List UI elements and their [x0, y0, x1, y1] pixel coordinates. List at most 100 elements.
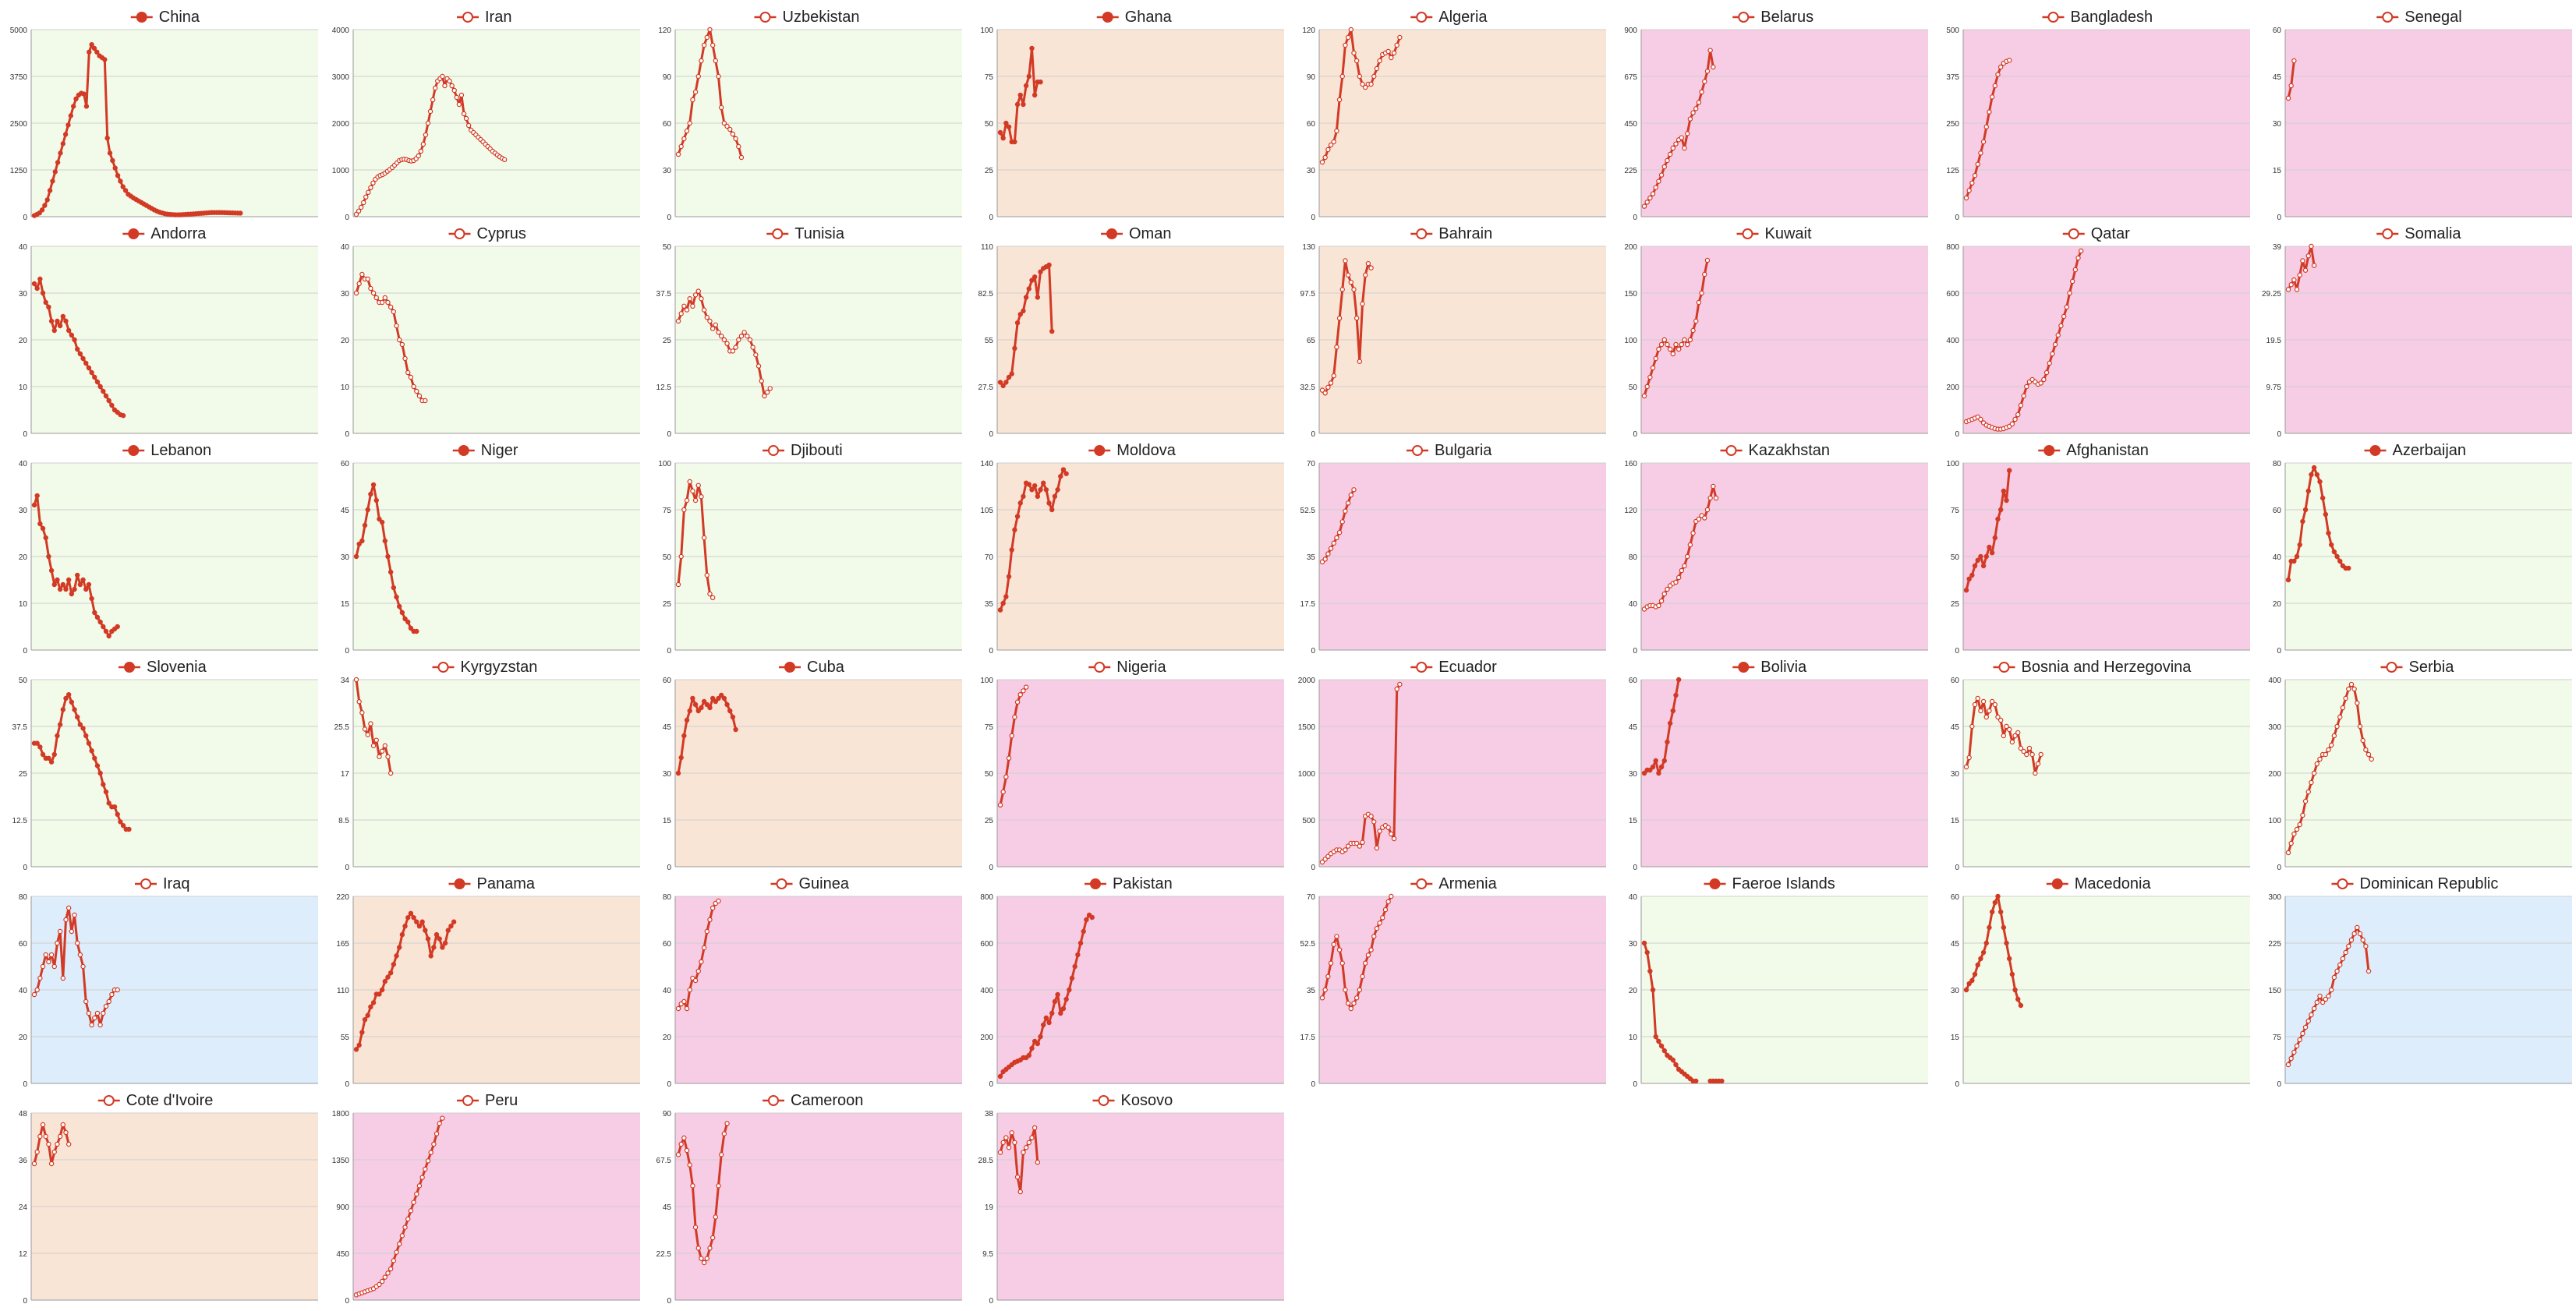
data-point — [363, 194, 369, 200]
data-point — [431, 945, 437, 950]
data-point — [238, 210, 243, 216]
data-point — [713, 698, 719, 705]
data-point — [2357, 931, 2363, 937]
data-point — [1371, 73, 1377, 80]
data-point — [37, 1133, 43, 1140]
data-point — [1040, 480, 1046, 486]
data-point — [701, 307, 707, 313]
y-tick-label: 60 — [2273, 507, 2282, 515]
data-point — [37, 521, 43, 527]
data-point — [1009, 733, 1014, 739]
data-point — [1017, 1189, 1023, 1195]
data-point — [1711, 483, 1716, 489]
data-point — [1673, 692, 1679, 698]
y-tick-label: 45 — [663, 1203, 672, 1212]
legend-marker — [1088, 445, 1111, 456]
y-tick-label: 15 — [1629, 817, 1638, 825]
data-point — [1322, 987, 1328, 993]
data-point — [753, 352, 759, 358]
data-point — [55, 318, 60, 324]
data-point — [359, 1030, 365, 1035]
data-point — [1665, 739, 1670, 745]
data-point — [2314, 472, 2320, 478]
panel-title: Cote d'Ivoire — [126, 1092, 214, 1109]
y-tick-label: 675 — [1624, 73, 1637, 82]
data-point — [402, 355, 408, 362]
panel-nigeria: 0 25 50 75 100 Nigeria — [980, 659, 1284, 872]
y-tick-label: 50 — [663, 553, 672, 562]
data-point — [428, 1150, 433, 1155]
data-point — [2004, 940, 2009, 946]
data-point — [68, 113, 74, 118]
data-point — [675, 1005, 681, 1012]
data-point — [1670, 351, 1676, 357]
legend-marker — [1736, 228, 1759, 239]
data-point — [738, 154, 745, 161]
y-tick-label: 0 — [345, 430, 349, 439]
data-point — [92, 755, 97, 761]
data-point — [1987, 708, 1992, 714]
data-point — [709, 595, 716, 600]
data-point — [83, 733, 89, 739]
data-point — [690, 1183, 695, 1189]
data-point — [1987, 544, 1992, 550]
data-point — [1006, 374, 1012, 380]
data-point — [699, 493, 704, 500]
y-tick-label: 0 — [667, 214, 671, 222]
data-point — [2346, 943, 2351, 949]
legend-marker — [1732, 12, 1755, 23]
y-tick-label: 120 — [658, 27, 671, 35]
data-point — [97, 383, 103, 390]
data-point — [356, 699, 362, 705]
y-tick-label: 30 — [1307, 167, 1316, 175]
data-point — [89, 369, 94, 376]
data-point — [1975, 557, 1980, 563]
data-point — [385, 1270, 391, 1276]
data-point — [423, 132, 429, 138]
data-point — [678, 311, 684, 316]
data-point — [402, 1224, 408, 1230]
data-point — [62, 132, 69, 137]
data-point — [73, 96, 79, 102]
data-point — [34, 740, 40, 746]
legend-marker — [122, 445, 145, 456]
data-point — [2297, 822, 2302, 828]
y-tick-label: 250 — [1946, 120, 1959, 129]
data-point — [373, 295, 379, 301]
data-point — [1345, 1000, 1351, 1006]
data-point — [716, 330, 721, 335]
data-point — [1394, 686, 1399, 692]
data-point — [115, 811, 120, 817]
data-point — [31, 1161, 37, 1167]
data-point — [1679, 567, 1685, 574]
y-tick-label: 60 — [1951, 677, 1960, 685]
data-point — [681, 507, 687, 513]
data-point — [2305, 789, 2311, 795]
data-point — [361, 200, 366, 206]
panel-lebanon: 0 10 20 30 40 Lebanon — [19, 442, 318, 656]
data-point — [695, 968, 701, 974]
y-tick-label: 105 — [980, 507, 993, 515]
data-point — [1673, 141, 1679, 147]
data-point — [101, 624, 106, 630]
y-tick-label: 100 — [980, 27, 993, 35]
data-point — [445, 928, 451, 933]
data-point — [1339, 287, 1345, 292]
data-point — [1038, 487, 1043, 493]
data-point — [1077, 940, 1084, 946]
data-point — [1670, 1057, 1676, 1063]
y-tick-label: 0 — [667, 1080, 671, 1089]
data-point — [1328, 546, 1334, 551]
panel-title: Iran — [485, 9, 511, 26]
data-point — [2337, 962, 2343, 968]
panel-andorra: 0 10 20 30 40 Andorra — [19, 225, 318, 439]
panel-guinea: 0 20 40 60 80 Guinea — [663, 875, 962, 1089]
y-tick-label: 100 — [658, 460, 671, 468]
y-tick-label: 20 — [19, 1034, 28, 1042]
data-point — [425, 120, 431, 126]
data-point — [2018, 745, 2024, 751]
data-point — [34, 987, 40, 993]
data-point — [80, 726, 86, 731]
data-point — [1377, 921, 1382, 926]
y-tick-label: 45 — [663, 723, 672, 732]
